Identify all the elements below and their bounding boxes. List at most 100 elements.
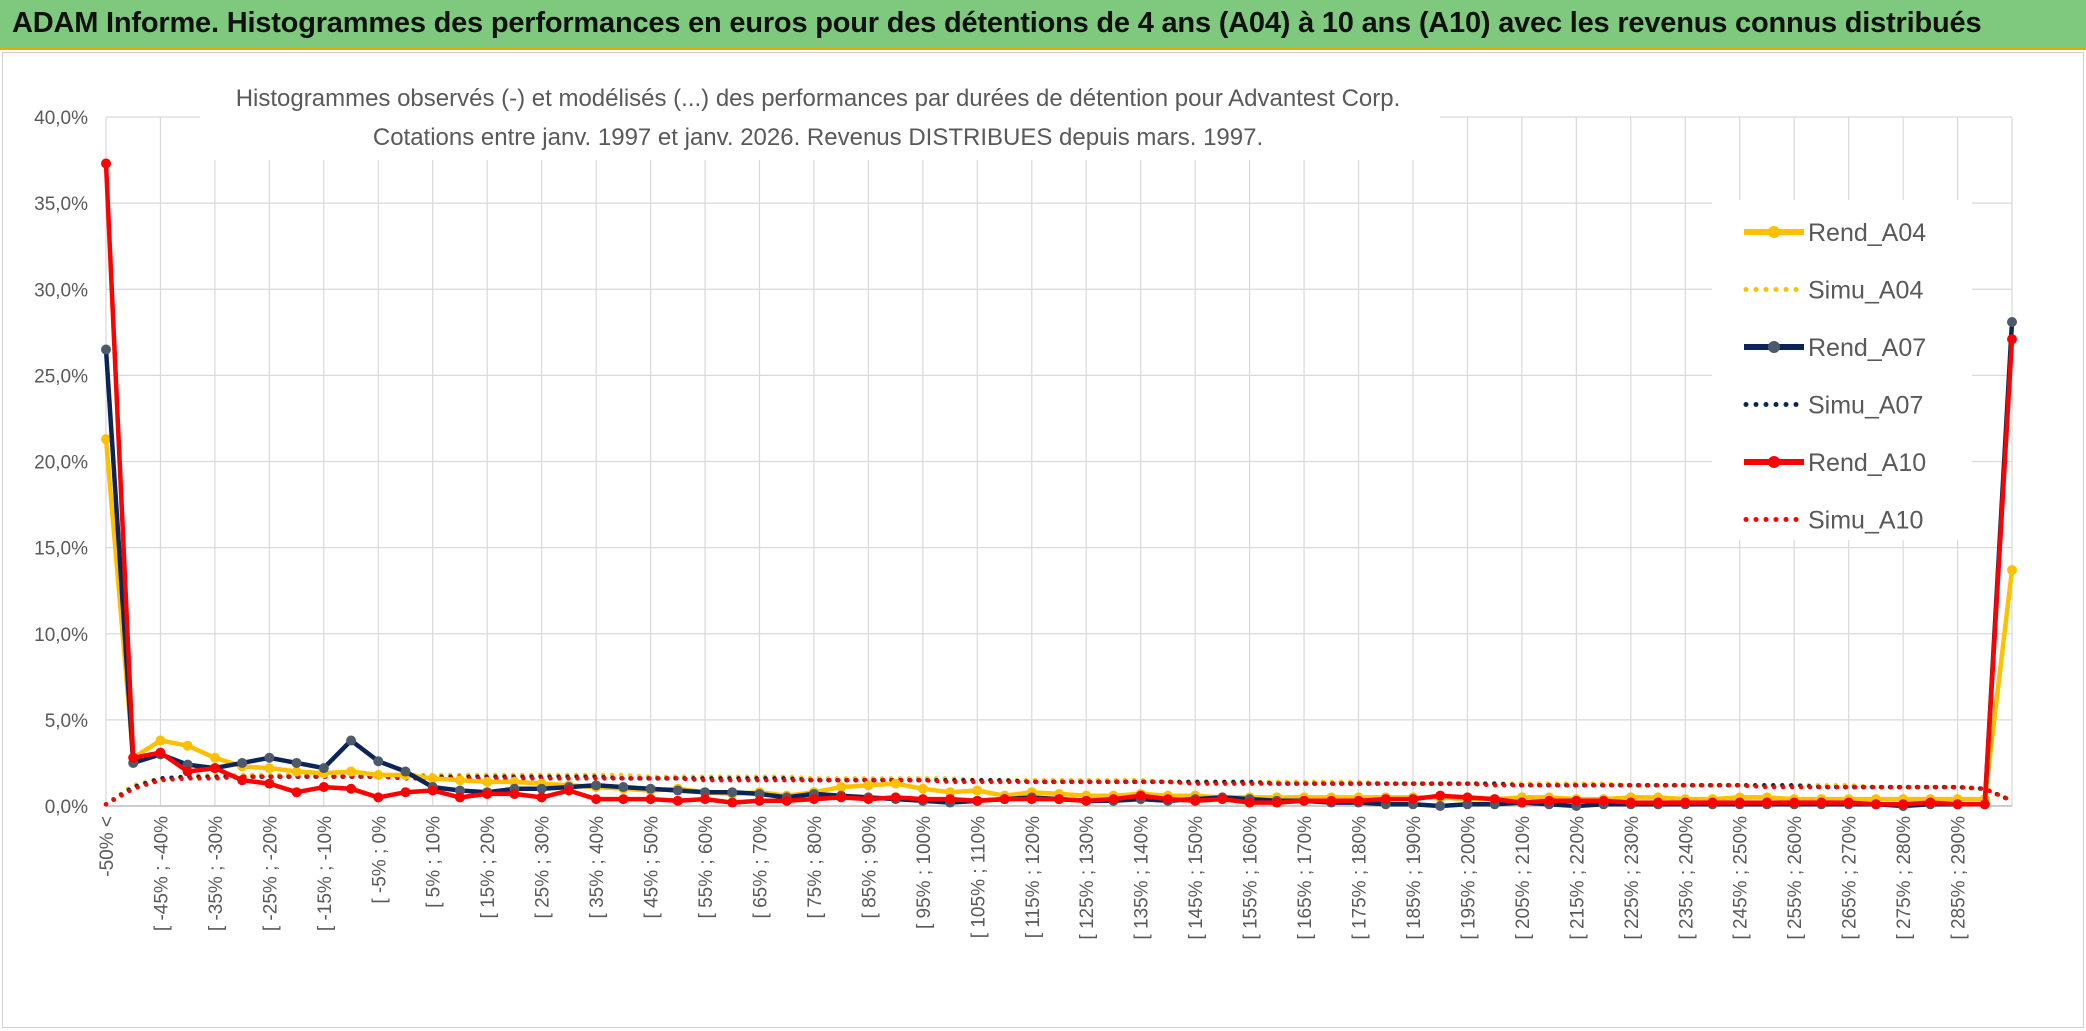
x-tick-label: [ 215% ; 220%	[1567, 816, 1588, 940]
data-point-rend-a10	[237, 775, 248, 786]
x-tick-label: [ 255% ; 260%	[1785, 816, 1806, 940]
legend-marker-rend-a10	[1768, 456, 1780, 468]
x-tick-label: [ 235% ; 240%	[1676, 816, 1697, 940]
data-point-rend-a10	[1789, 797, 1800, 808]
data-point-rend-a04	[264, 763, 275, 774]
data-point-rend-a10	[1435, 790, 1446, 801]
legend: Rend_A04 Simu_A04 Rend_A07 Simu_A07 Rend_A10…	[1712, 200, 1972, 540]
x-tick-label: [ 175% ; 180%	[1350, 816, 1371, 940]
data-point-rend-a07	[536, 783, 547, 794]
y-tick-label: 25,0%	[34, 366, 88, 387]
data-point-rend-a04	[373, 769, 384, 780]
data-point-rend-a07	[318, 763, 329, 774]
data-point-rend-a07	[727, 787, 738, 798]
data-point-rend-a10	[618, 794, 629, 805]
data-point-rend-a10	[346, 783, 357, 794]
x-tick-label: [ -5% ; 0%	[369, 816, 390, 904]
data-point-rend-a07	[346, 735, 357, 746]
chart-title: Histogrammes observés (-) et modélisés (…	[236, 85, 1401, 112]
data-point-rend-a10	[1571, 795, 1582, 806]
x-tick-label: [ 275% ; 280%	[1894, 816, 1915, 940]
data-point-rend-a04	[209, 752, 220, 763]
report-banner: ADAM Informe. Histogrammes des performan…	[0, 0, 2086, 50]
data-point-rend-a07	[672, 785, 683, 796]
data-point-rend-a10	[1190, 795, 1201, 806]
data-point-rend-a10	[1680, 797, 1691, 808]
x-tick-label: [ 45% ; 50%	[642, 816, 663, 919]
data-point-rend-a04	[454, 775, 465, 786]
data-point-rend-a04	[836, 782, 847, 793]
data-point-rend-a10	[1162, 794, 1173, 805]
data-point-rend-a07	[264, 752, 275, 763]
data-point-rend-a10	[1870, 799, 1881, 810]
report-title: ADAM Informe. Histogrammes des performan…	[12, 7, 1982, 39]
data-point-rend-a10	[101, 158, 111, 169]
y-tick-label: 35,0%	[34, 194, 88, 215]
data-point-rend-a10	[318, 782, 329, 793]
y-tick-label: 0,0%	[45, 797, 88, 818]
x-tick-label: [ 225% ; 230%	[1622, 816, 1643, 940]
x-tick-label: [ 185% ; 190%	[1404, 816, 1425, 940]
data-point-rend-a10	[1952, 799, 1963, 810]
data-point-rend-a07	[237, 757, 248, 768]
data-point-rend-a10	[1761, 797, 1772, 808]
data-point-rend-a10	[1135, 790, 1146, 801]
x-tick-label: [ 35% ; 40%	[587, 816, 608, 919]
data-point-rend-a07	[454, 785, 465, 796]
data-point-rend-a10	[2007, 334, 2017, 345]
data-point-rend-a10	[1816, 797, 1827, 808]
data-point-rend-a04	[945, 787, 956, 798]
data-point-rend-a10	[863, 794, 874, 805]
x-axis: -50% < [ -45% ; -40% [ -35% ; -30% [ -25% ;…	[97, 816, 1970, 940]
data-point-rend-a07	[1435, 801, 1446, 811]
x-tick-label: [ 165% ; 170%	[1295, 816, 1316, 940]
series-area	[101, 158, 2017, 811]
legend-label-rend-a04: Rend_A04	[1808, 219, 1926, 247]
x-tick-label: [ 95% ; 100%	[914, 816, 935, 929]
y-tick-label: 40,0%	[34, 108, 88, 129]
data-point-rend-a10	[1516, 797, 1527, 808]
x-tick-label: [ 115% ; 120%	[1023, 816, 1044, 938]
data-point-rend-a10	[1462, 792, 1473, 803]
data-point-rend-a07	[2007, 316, 2017, 327]
y-tick-label: 15,0%	[34, 539, 88, 560]
data-point-rend-a04	[346, 766, 357, 777]
data-point-rend-a10	[482, 788, 493, 799]
data-point-rend-a10	[1299, 795, 1310, 806]
data-point-rend-a10	[427, 785, 438, 796]
x-tick-label: [ 85% ; 90%	[859, 816, 880, 919]
data-point-rend-a07	[101, 344, 111, 355]
data-point-rend-a10	[291, 787, 302, 798]
data-point-rend-a07	[291, 757, 302, 768]
data-point-rend-a10	[1625, 797, 1636, 808]
data-point-rend-a10	[1108, 794, 1119, 805]
x-tick-label: [ -35% ; -30%	[206, 816, 227, 931]
data-point-rend-a04	[2007, 565, 2017, 576]
data-point-rend-a04	[182, 740, 193, 751]
x-tick-label: [ -15% ; -10%	[315, 816, 336, 931]
data-point-rend-a07	[618, 782, 629, 793]
x-tick-label: [ -45% ; -40%	[151, 816, 172, 931]
data-point-rend-a10	[373, 792, 384, 803]
data-point-rend-a04	[890, 778, 901, 789]
data-point-rend-a07	[591, 780, 602, 791]
data-point-rend-a10	[917, 794, 928, 805]
data-point-rend-a07	[373, 756, 384, 767]
data-point-rend-a10	[536, 792, 547, 803]
data-point-rend-a10	[454, 792, 465, 803]
data-point-rend-a10	[808, 794, 819, 805]
legend-label-simu-a04: Simu_A04	[1808, 277, 1923, 305]
data-point-rend-a10	[1271, 797, 1282, 808]
data-point-rend-a07	[1462, 799, 1473, 810]
data-point-rend-a10	[264, 778, 275, 789]
data-point-rend-a10	[1653, 797, 1664, 808]
data-point-rend-a07	[754, 788, 765, 799]
data-point-rend-a10	[1217, 794, 1228, 805]
x-tick-label: [ 265% ; 270%	[1840, 816, 1861, 940]
data-point-rend-a10	[781, 795, 792, 806]
legend-marker-rend-a07	[1768, 341, 1780, 353]
y-tick-label: 30,0%	[34, 280, 88, 301]
data-point-rend-a07	[645, 783, 656, 794]
x-tick-label: [ 145% ; 150%	[1186, 816, 1207, 940]
